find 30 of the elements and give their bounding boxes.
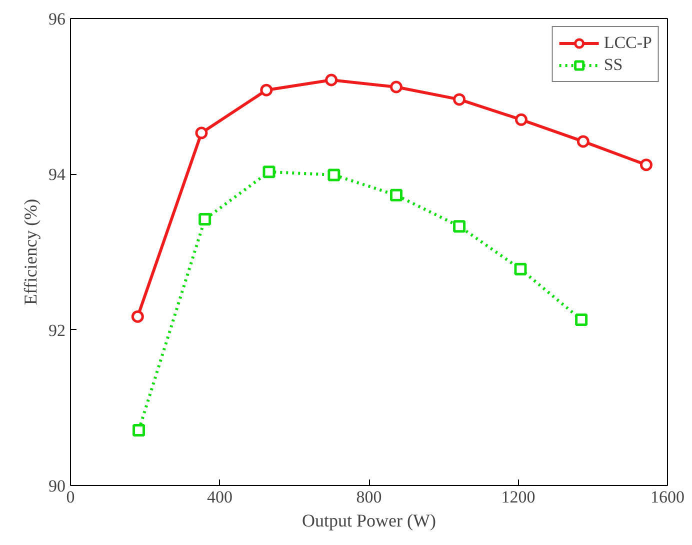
legend-label: LCC-P xyxy=(604,33,652,53)
point xyxy=(131,310,144,323)
y-tick-label: 94 xyxy=(48,165,66,184)
x-tick-label: 1200 xyxy=(501,488,536,506)
point xyxy=(195,126,208,140)
x-tick-label: 0 xyxy=(66,488,75,506)
point xyxy=(453,220,466,233)
point xyxy=(132,424,146,436)
point xyxy=(575,313,588,326)
x-axis-title: Output Power (W) xyxy=(302,510,436,530)
point xyxy=(198,213,212,226)
y-tick-label: 90 xyxy=(48,476,66,496)
point xyxy=(262,166,276,178)
point xyxy=(390,188,402,202)
legend-label: SS xyxy=(604,55,624,75)
point xyxy=(328,168,340,182)
point xyxy=(325,74,338,86)
point xyxy=(514,262,527,276)
point xyxy=(640,158,652,172)
y-axis-title: Efficiency (%) xyxy=(20,198,40,306)
point xyxy=(514,113,528,126)
x-tick-label: 1600 xyxy=(650,488,684,506)
point xyxy=(576,135,590,148)
x-tick-label: 400 xyxy=(207,488,232,506)
y-tick-label: 96 xyxy=(48,10,66,28)
x-tick-label: 800 xyxy=(356,488,382,506)
point xyxy=(390,80,402,94)
point xyxy=(453,93,466,106)
y-tick-label: 92 xyxy=(48,320,66,340)
point xyxy=(260,84,273,96)
